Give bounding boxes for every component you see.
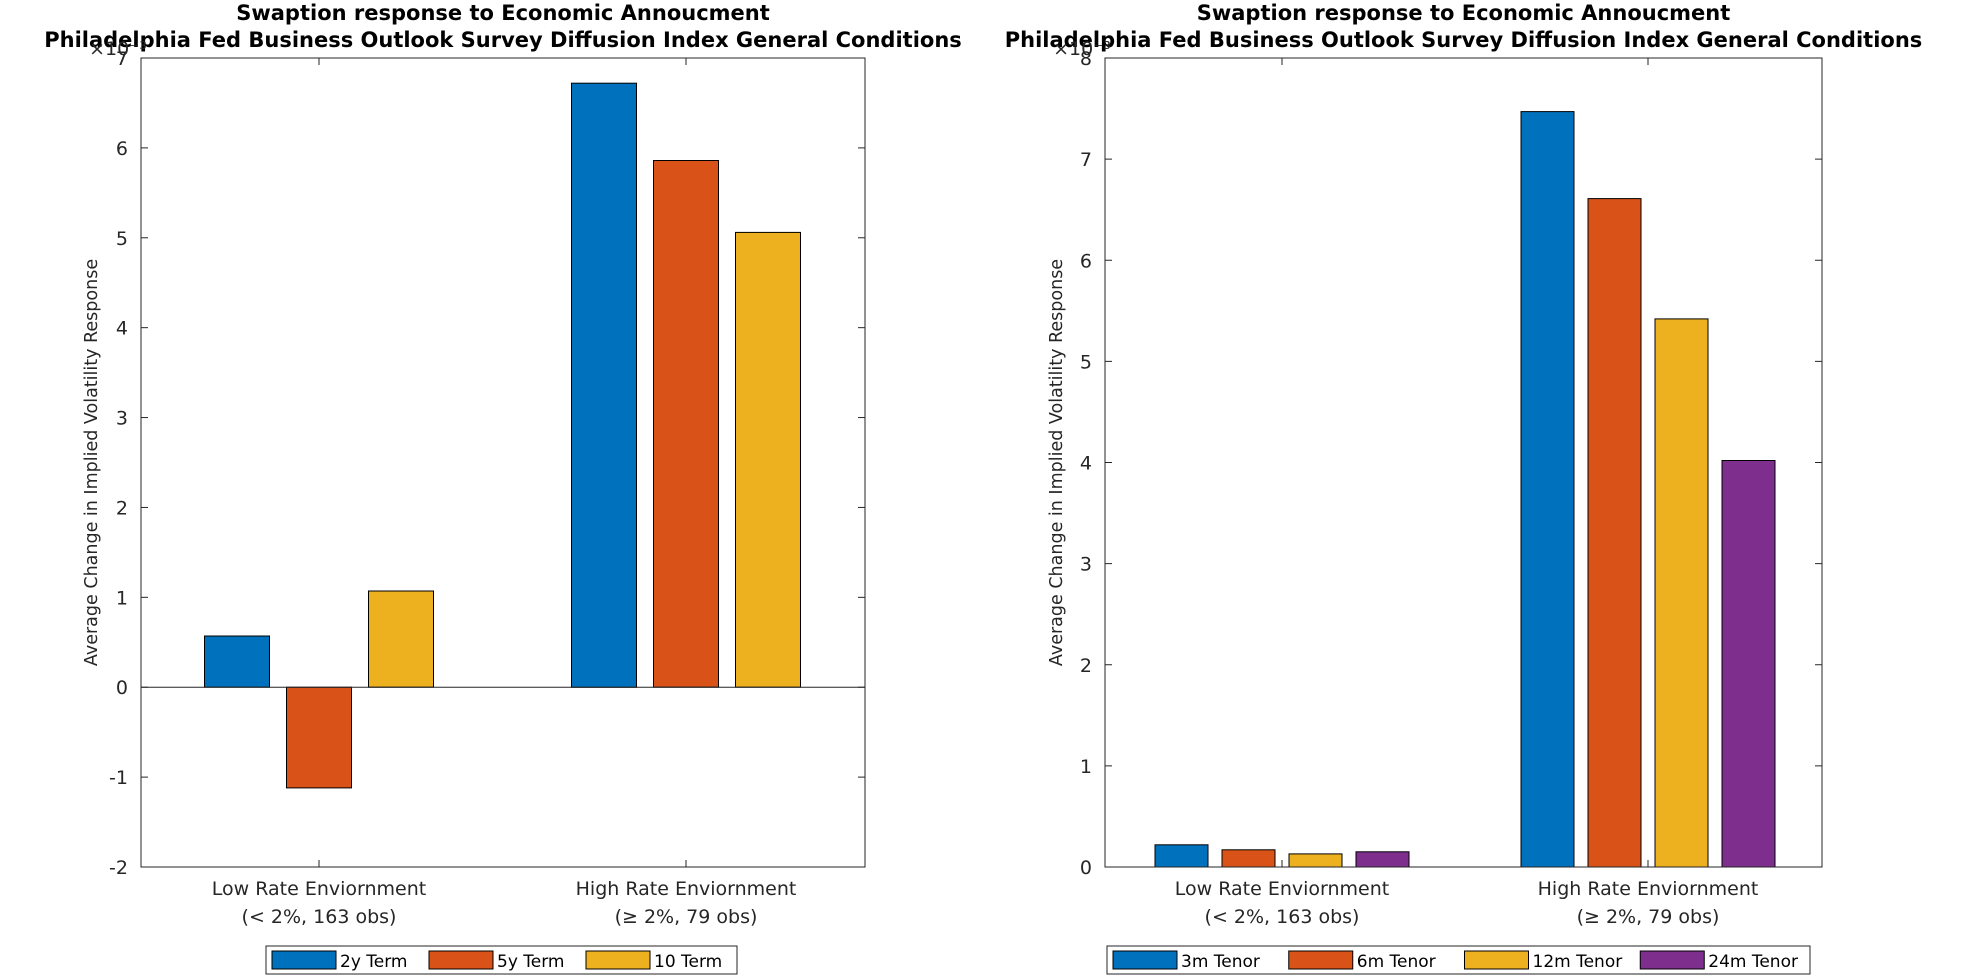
- bar-5y-term-1: [286, 686, 352, 789]
- legend-swatch: [585, 950, 651, 970]
- bar-10-term-2: [735, 231, 801, 688]
- legend: 3m Tenor 6m Tenor 12m Tenor 24m Tenor: [1106, 945, 1811, 975]
- chart-panel-2: Swaption response to Economic Annoucment…: [1005, 1, 1923, 975]
- bar-5y-term-2: [653, 160, 719, 688]
- bar-24m-tenor-2: [1721, 460, 1776, 868]
- y-tick-label: 0: [116, 677, 128, 699]
- x-tick-label: High Rate Enviornment: [576, 878, 797, 900]
- chart-subtitle: Philadelphia Fed Business Outlook Survey…: [44, 28, 962, 52]
- y-tick-label: -1: [109, 767, 128, 789]
- y-tick-label: 8: [1080, 48, 1092, 70]
- y-axis-label: Average Change in Implied Volatility Res…: [82, 259, 102, 666]
- legend-swatch: [1288, 950, 1354, 970]
- bar-6m-tenor-1: [1221, 849, 1276, 868]
- y-tick-label: 5: [1080, 351, 1092, 373]
- bar-2y-term-1: [204, 635, 270, 688]
- legend-entry-label: 5y Term: [497, 952, 565, 972]
- x-tick-label: Low Rate Enviornment: [1175, 878, 1389, 900]
- y-tick-label: 1: [116, 587, 128, 609]
- y-tick-label: 7: [1080, 149, 1092, 171]
- y-tick-label: 1: [1080, 756, 1092, 778]
- legend-swatch: [1464, 950, 1529, 970]
- legend-entry-label: 3m Tenor: [1181, 952, 1260, 972]
- y-tick-label: 3: [1080, 554, 1092, 576]
- y-tick-label: 5: [116, 228, 128, 250]
- bar-2y-term-2: [571, 82, 637, 688]
- y-tick-label: 2: [1080, 655, 1092, 677]
- x-tick-label-sub: (< 2%, 163 obs): [242, 906, 397, 928]
- bar-3m-tenor-2: [1520, 111, 1575, 868]
- y-tick-label: 2: [116, 497, 128, 519]
- legend: 2y Term 5y Term 10 Term: [265, 945, 738, 975]
- chart-panel-1: Swaption response to Economic Annoucment…: [44, 1, 962, 975]
- bar-3m-tenor-1: [1154, 844, 1209, 868]
- y-tick-label: 7: [116, 48, 128, 70]
- legend-entry-label: 2y Term: [340, 952, 408, 972]
- x-tick-label-sub: (≥ 2%, 79 obs): [1577, 906, 1720, 928]
- x-tick-label-sub: (≥ 2%, 79 obs): [615, 906, 758, 928]
- legend-entry-label: 12m Tenor: [1533, 952, 1623, 972]
- chart-title: Swaption response to Economic Annoucment: [1197, 1, 1731, 25]
- y-tick-label: 4: [116, 318, 128, 340]
- bar-24m-tenor-1: [1355, 851, 1410, 868]
- bar-6m-tenor-2: [1587, 198, 1642, 868]
- y-tick-label: 6: [116, 138, 128, 160]
- bar-10-term-1: [368, 590, 434, 688]
- chart-title: Swaption response to Economic Annoucment: [236, 1, 770, 25]
- legend-box: [265, 945, 738, 975]
- legend-entry-label: 24m Tenor: [1708, 952, 1798, 972]
- y-tick-label: 4: [1080, 453, 1092, 475]
- axis-exponent-label: ×10⁻³: [1053, 38, 1111, 60]
- y-tick-label: 3: [116, 408, 128, 430]
- x-tick-label: High Rate Enviornment: [1538, 878, 1759, 900]
- plot-area-frame: [1104, 57, 1823, 868]
- bar-12m-tenor-1: [1288, 853, 1343, 868]
- legend-swatch: [271, 950, 337, 970]
- y-axis-label: Average Change in Implied Volatility Res…: [1047, 259, 1067, 666]
- legend-entry-label: 10 Term: [654, 952, 722, 972]
- legend-entry-label: 6m Tenor: [1357, 952, 1436, 972]
- bar-12m-tenor-2: [1654, 318, 1709, 868]
- legend-swatch: [1639, 950, 1705, 970]
- x-tick-label-sub: (< 2%, 163 obs): [1205, 906, 1360, 928]
- legend-swatch: [428, 950, 494, 970]
- y-tick-label: 6: [1080, 250, 1092, 272]
- chart-subtitle: Philadelphia Fed Business Outlook Survey…: [1005, 28, 1923, 52]
- axis-exponent-label: ×10⁻³: [89, 38, 147, 60]
- x-tick-label: Low Rate Enviornment: [212, 878, 426, 900]
- y-tick-label: -2: [109, 857, 128, 879]
- y-tick-label: 0: [1080, 857, 1092, 879]
- plot-area-frame: [140, 57, 866, 868]
- legend-swatch: [1112, 950, 1178, 970]
